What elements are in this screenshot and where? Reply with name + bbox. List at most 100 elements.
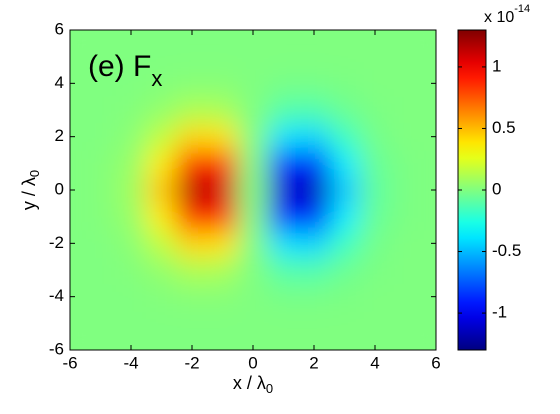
heatmap-cell	[268, 30, 300, 44]
x-tick-label: 6	[431, 353, 440, 372]
heatmap-cell	[298, 96, 330, 124]
heatmap-cell	[176, 150, 208, 178]
heatmap-cell	[85, 43, 117, 71]
heatmap-cell	[146, 30, 178, 44]
heatmap-cell	[268, 256, 300, 284]
heatmap-cell	[146, 176, 178, 204]
heatmap-cell	[237, 256, 269, 284]
heatmap-cell	[85, 256, 117, 284]
heatmap-cell	[70, 96, 86, 124]
heatmap-cell	[420, 283, 436, 311]
heatmap-cell	[146, 43, 178, 71]
heatmap-cell	[85, 123, 117, 151]
colorbar-tick-label: 0	[492, 179, 501, 198]
heatmap-cell	[298, 230, 330, 258]
heatmap-cell	[85, 30, 117, 44]
heatmap-cell	[359, 43, 391, 71]
heatmap-cell	[298, 283, 330, 311]
heatmap-cell	[298, 43, 330, 71]
panel-label: (e) Fx	[88, 50, 162, 91]
heatmap-cell	[176, 336, 208, 350]
y-tick-label: 0	[55, 179, 64, 198]
heatmap-cell	[298, 203, 330, 231]
heatmap-cell	[268, 43, 300, 71]
heatmap-cell	[268, 70, 300, 98]
heatmap-cell	[359, 230, 391, 258]
heatmap-cell	[115, 336, 147, 350]
heatmap-cell	[70, 230, 86, 258]
heatmap-cell	[176, 283, 208, 311]
heatmap-cell	[359, 96, 391, 124]
heatmap-cell	[85, 96, 117, 124]
heatmap-cell	[329, 70, 361, 98]
heatmap-cell	[70, 176, 86, 204]
heatmap-cell	[176, 30, 208, 44]
heatmap-cell	[359, 283, 391, 311]
heatmap	[70, 30, 436, 350]
colorbar-tick-label: 1	[492, 56, 501, 75]
x-tick-label: -4	[123, 353, 138, 372]
y-tick-label: 6	[55, 19, 64, 38]
heatmap-cell	[420, 310, 436, 338]
heatmap-cell	[237, 70, 269, 98]
x-axis-label: x / λ0	[233, 373, 273, 397]
heatmap-cell	[420, 30, 436, 44]
heatmap-cell	[298, 336, 330, 350]
heatmap-cell	[85, 203, 117, 231]
heatmap-cell	[420, 96, 436, 124]
heatmap-cell	[85, 230, 117, 258]
x-tick-label: -6	[62, 353, 77, 372]
y-tick-label: 4	[55, 73, 64, 92]
colorbar-tick-label: -0.5	[492, 241, 521, 260]
heatmap-cell	[298, 256, 330, 284]
heatmap-cell	[359, 150, 391, 178]
heatmap-cell	[70, 310, 86, 338]
heatmap-cell	[115, 283, 147, 311]
heatmap-cell	[115, 30, 147, 44]
heatmap-cell	[329, 150, 361, 178]
heatmap-cell	[176, 123, 208, 151]
heatmap-cell	[70, 30, 86, 44]
y-tick-label: -2	[49, 233, 64, 252]
heatmap-cell	[146, 203, 178, 231]
heatmap-cell	[359, 176, 391, 204]
heatmap-cell	[329, 283, 361, 311]
heatmap-cell	[115, 256, 147, 284]
heatmap-cell	[207, 176, 239, 204]
plot-area	[70, 30, 436, 350]
heatmap-cell	[329, 336, 361, 350]
heatmap-cell	[420, 176, 436, 204]
heatmap-cell	[390, 283, 422, 311]
heatmap-cell	[268, 283, 300, 311]
heatmap-cell	[329, 230, 361, 258]
heatmap-cell	[146, 283, 178, 311]
heatmap-cell	[420, 43, 436, 71]
heatmap-cell	[420, 336, 436, 350]
heatmap-cell	[329, 30, 361, 44]
heatmap-cell	[237, 30, 269, 44]
heatmap-cell	[237, 176, 269, 204]
heatmap-cell	[390, 70, 422, 98]
heatmap-cell	[268, 203, 300, 231]
heatmap-cell	[420, 256, 436, 284]
heatmap-cell	[390, 336, 422, 350]
colorbar-multiplier: x 10-14	[484, 3, 530, 26]
heatmap-cell	[390, 310, 422, 338]
heatmap-cell	[390, 150, 422, 178]
heatmap-cell	[85, 176, 117, 204]
heatmap-cell	[390, 30, 422, 44]
heatmap-cell	[298, 70, 330, 98]
x-tick-label: 2	[309, 353, 318, 372]
heatmap-cell	[420, 150, 436, 178]
heatmap-cell	[329, 43, 361, 71]
heatmap-cell	[329, 203, 361, 231]
heatmap-cell	[359, 30, 391, 44]
x-tick-label: -2	[184, 353, 199, 372]
heatmap-cell	[359, 123, 391, 151]
heatmap-cell	[268, 230, 300, 258]
heatmap-cell	[176, 96, 208, 124]
heatmap-cell	[329, 256, 361, 284]
heatmap-cell	[207, 96, 239, 124]
heatmap-cell	[70, 336, 86, 350]
heatmap-cell	[176, 70, 208, 98]
